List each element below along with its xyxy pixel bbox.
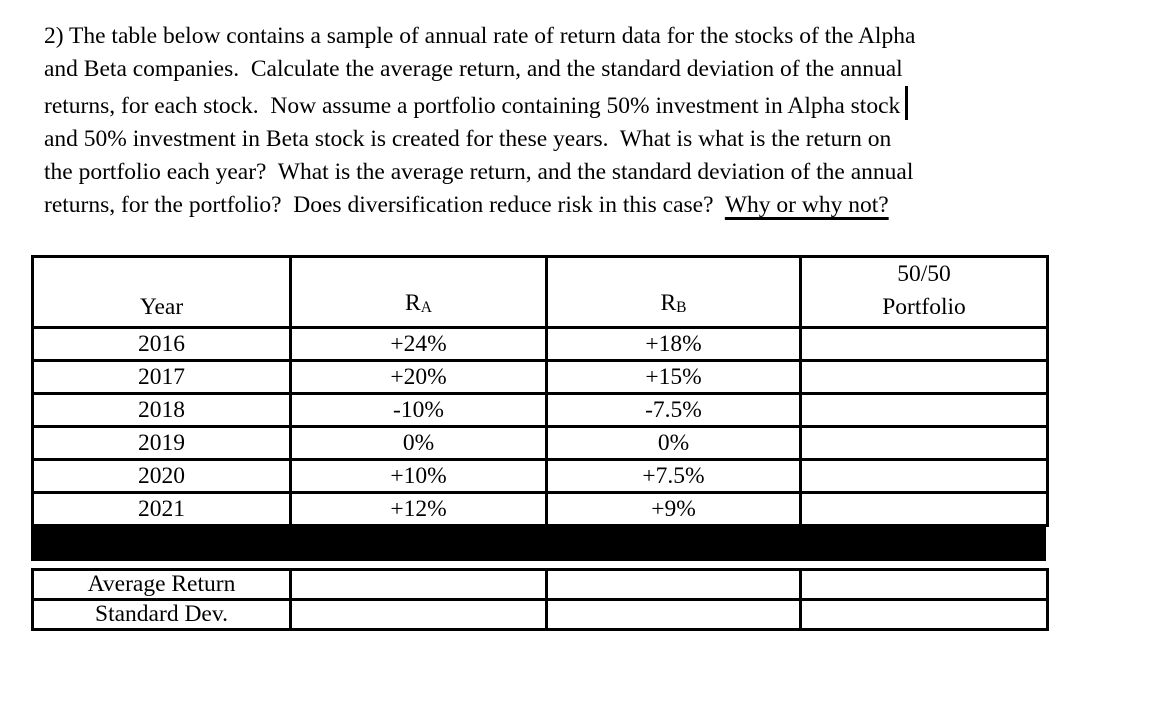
- table-row-2021: 2021 +12% +9%: [31, 491, 1049, 527]
- return-a-cell: +20%: [289, 359, 548, 395]
- table-row-2016: 2016 +24% +18%: [31, 326, 1049, 362]
- header-return-b-base: R: [660, 289, 677, 316]
- header-return-a: RA: [289, 255, 548, 329]
- year-cell: 2019: [31, 425, 292, 461]
- return-a-cell: 0%: [289, 425, 548, 461]
- standard-dev-portfolio-cell: [799, 598, 1049, 631]
- returns-table-block: Year RA RB 50/50 Portfolio 2016 +24% +18…: [31, 255, 1049, 631]
- problem-line-3-text: returns, for each stock. Now assume a po…: [44, 93, 901, 119]
- average-return-b-cell: [545, 568, 802, 601]
- return-b-cell: -7.5%: [545, 392, 802, 428]
- average-return-row: Average Return: [31, 568, 1049, 601]
- return-a-cell: -10%: [289, 392, 548, 428]
- header-portfolio-line2: Portfolio: [882, 294, 966, 320]
- standard-dev-a-cell: [289, 598, 548, 631]
- return-a-cell: +10%: [289, 458, 548, 494]
- portfolio-cell: [799, 425, 1049, 461]
- return-b-cell: +9%: [545, 491, 802, 527]
- year-cell: 2017: [31, 359, 292, 395]
- header-year: Year: [31, 255, 292, 329]
- return-b-cell: 0%: [545, 425, 802, 461]
- standard-dev-label: Standard Dev.: [31, 598, 292, 631]
- table-row-2017: 2017 +20% +15%: [31, 359, 1049, 395]
- header-portfolio: 50/50 Portfolio: [799, 255, 1049, 329]
- underlined-phrase: Why or why not?: [724, 192, 889, 218]
- year-cell: 2020: [31, 458, 292, 494]
- header-return-b: RB: [545, 255, 802, 329]
- problem-line-6: returns, for the portfolio? Does diversi…: [44, 189, 915, 222]
- year-cell: 2021: [31, 491, 292, 527]
- header-return-a-subscript: A: [420, 299, 432, 316]
- average-return-portfolio-cell: [799, 568, 1049, 601]
- problem-line-1: 2) The table below contains a sample of …: [44, 23, 916, 49]
- average-return-a-cell: [289, 568, 548, 601]
- return-a-cell: +24%: [289, 326, 548, 362]
- portfolio-cell: [799, 392, 1049, 428]
- table-row-2020: 2020 +10% +7.5%: [31, 458, 1049, 494]
- return-b-cell: +18%: [545, 326, 802, 362]
- return-b-cell: +7.5%: [545, 458, 802, 494]
- standard-dev-b-cell: [545, 598, 802, 631]
- problem-statement: 2) The table below contains a sample of …: [44, 20, 915, 222]
- table-row-2019: 2019 0% 0%: [31, 425, 1049, 461]
- returns-table: Year RA RB 50/50 Portfolio 2016 +24% +18…: [31, 255, 1049, 527]
- year-cell: 2016: [31, 326, 292, 362]
- table-header-row: Year RA RB 50/50 Portfolio: [31, 255, 1049, 329]
- header-return-b-subscript: B: [676, 299, 687, 316]
- black-separator-band: [31, 527, 1046, 561]
- problem-line-4: and 50% investment in Beta stock is crea…: [44, 126, 892, 152]
- portfolio-cell: [799, 326, 1049, 362]
- table-row-2018: 2018 -10% -7.5%: [31, 392, 1049, 428]
- year-cell: 2018: [31, 392, 292, 428]
- portfolio-cell: [799, 491, 1049, 527]
- header-portfolio-line1: 50/50: [897, 261, 951, 287]
- header-return-a-base: R: [405, 289, 421, 316]
- standard-dev-row: Standard Dev.: [31, 598, 1049, 631]
- portfolio-cell: [799, 359, 1049, 395]
- problem-line-3: returns, for each stock. Now assume a po…: [44, 86, 915, 123]
- problem-line-5: the portfolio each year? What is the ave…: [44, 159, 914, 185]
- portfolio-cell: [799, 458, 1049, 494]
- average-return-label: Average Return: [31, 568, 292, 601]
- text-cursor-caret: |: [905, 86, 908, 120]
- problem-line-6-text: returns, for the portfolio? Does diversi…: [44, 192, 725, 218]
- summary-table: Average Return Standard Dev.: [31, 568, 1049, 631]
- return-a-cell: +12%: [289, 491, 548, 527]
- return-b-cell: +15%: [545, 359, 802, 395]
- problem-line-2: and Beta companies. Calculate the averag…: [44, 56, 903, 82]
